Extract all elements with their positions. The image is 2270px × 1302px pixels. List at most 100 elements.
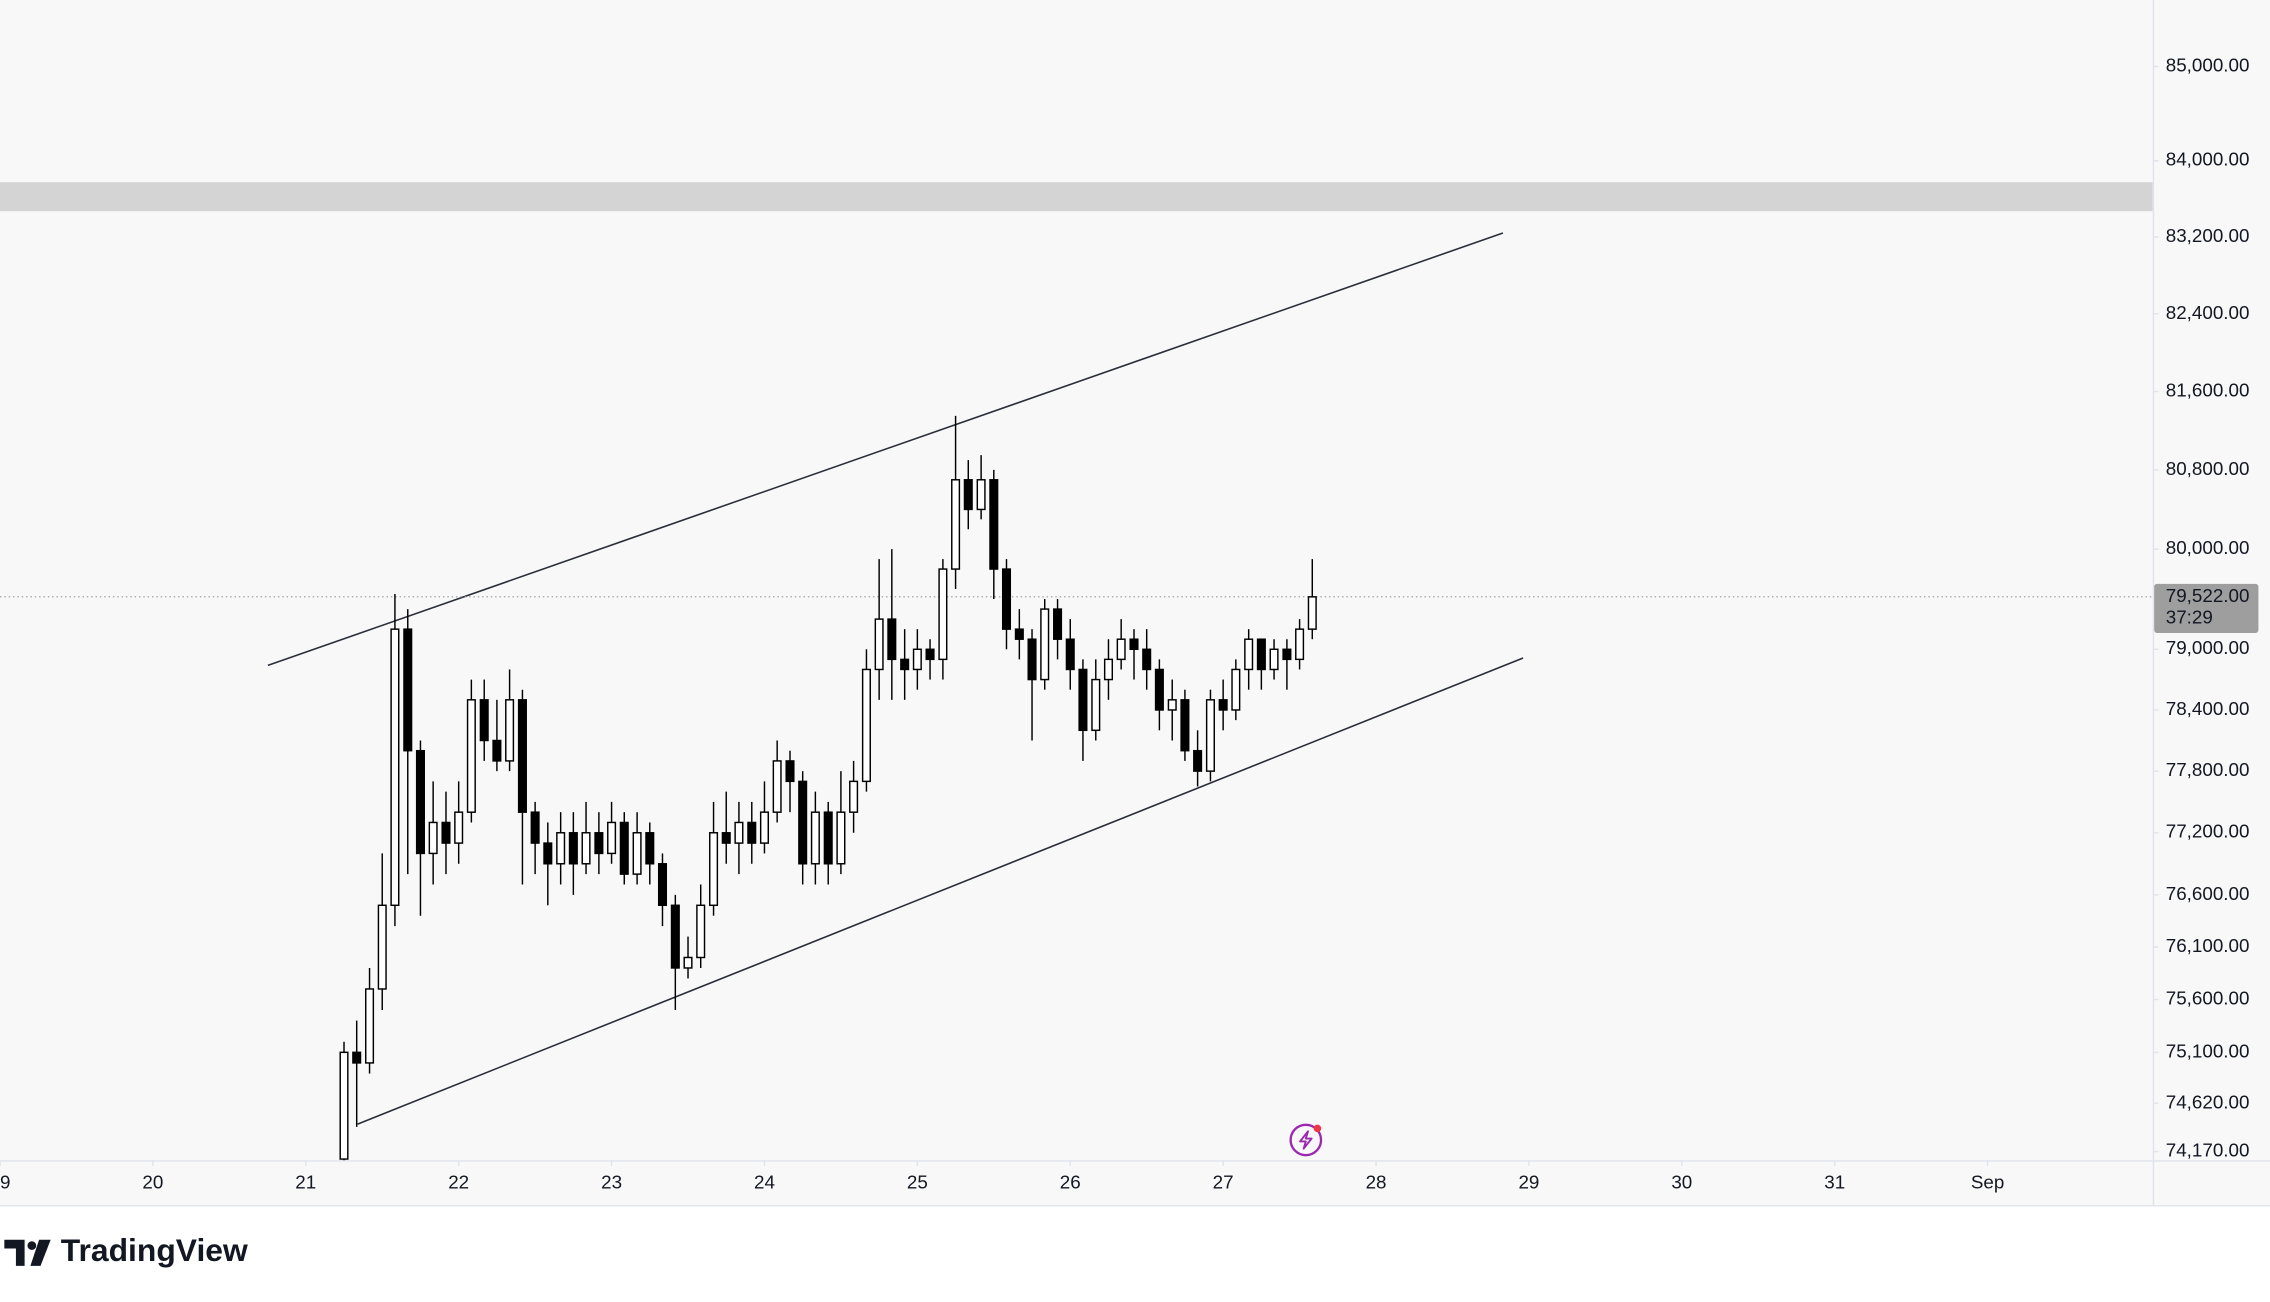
- candle-body: [772, 760, 782, 813]
- y-tick-label: 75,100.00: [2166, 1040, 2250, 1061]
- candle-body: [479, 699, 489, 742]
- candle-body: [530, 811, 540, 844]
- candle-body: [670, 904, 680, 969]
- price-zone: [0, 182, 2153, 212]
- candle-body: [1001, 568, 1012, 630]
- candle-body: [466, 699, 476, 813]
- y-tick-label: 80,800.00: [2166, 458, 2250, 479]
- candle-body: [1256, 638, 1266, 671]
- candle-body: [721, 832, 731, 844]
- candle-body: [1193, 749, 1203, 772]
- y-tick-label: 85,000.00: [2166, 54, 2250, 75]
- candle-body: [657, 863, 668, 907]
- x-tick-label: 21: [295, 1171, 316, 1192]
- y-tick-label: 76,600.00: [2166, 883, 2250, 904]
- candle-body: [377, 904, 387, 990]
- plot-area: [0, 182, 2153, 1161]
- candle-body: [1116, 638, 1126, 661]
- alert-icon[interactable]: [1289, 1123, 1323, 1157]
- y-tick-label: 78,400.00: [2166, 698, 2250, 719]
- candle-body: [887, 618, 897, 661]
- candle-body: [1180, 699, 1190, 752]
- y-tick-label: 80,000.00: [2166, 537, 2250, 558]
- x-tick-label: 30: [1671, 1171, 1692, 1192]
- candle-body: [747, 821, 757, 844]
- y-tick-label: 74,170.00: [2166, 1140, 2250, 1161]
- candle-body: [607, 821, 617, 855]
- candle-body: [823, 811, 833, 865]
- candle-body: [505, 699, 515, 762]
- candle-body: [1103, 658, 1114, 681]
- x-tick-label: 22: [448, 1171, 469, 1192]
- candle-body: [415, 749, 425, 855]
- candle-body: [543, 842, 553, 865]
- candle-body: [632, 832, 642, 875]
- trend-line: [357, 657, 1524, 1125]
- candle-body: [1231, 668, 1241, 711]
- x-tick-label: 31: [1824, 1171, 1845, 1192]
- candle-body: [849, 780, 859, 813]
- last-price-box: [2154, 583, 2259, 634]
- candle-body: [1295, 628, 1305, 661]
- x-tick-label: 26: [1060, 1171, 1081, 1192]
- countdown-label: 37:29: [2166, 607, 2213, 628]
- y-tick-label: 77,200.00: [2166, 821, 2250, 842]
- candle-body: [759, 811, 769, 844]
- candle-body: [568, 832, 578, 865]
- candle-body: [976, 479, 986, 511]
- candle-body: [798, 780, 808, 865]
- candle-body: [1142, 648, 1152, 671]
- trend-line: [267, 232, 1504, 667]
- candle-body: [517, 699, 527, 813]
- candle-body: [556, 832, 566, 865]
- candle-body: [428, 821, 438, 855]
- candle-body: [1269, 648, 1279, 671]
- candle-body: [836, 811, 846, 865]
- candle-body: [989, 479, 999, 570]
- candle-body: [1154, 668, 1164, 711]
- x-tick-label: 20: [142, 1171, 163, 1192]
- x-tick-label: 27: [1213, 1171, 1234, 1192]
- candle-body: [1205, 699, 1215, 772]
- x-tick-label: 28: [1366, 1171, 1387, 1192]
- candle-body: [1282, 648, 1292, 661]
- candle-body: [874, 618, 884, 671]
- candle-body: [1040, 608, 1050, 681]
- candle-body: [810, 811, 820, 865]
- candle-body: [1091, 678, 1101, 732]
- last-price-label: 79,522.00: [2166, 585, 2250, 606]
- candle-body: [1244, 638, 1254, 671]
- y-tick-label: 84,000.00: [2166, 149, 2250, 170]
- candle-body: [925, 648, 935, 661]
- candle-body: [1078, 668, 1088, 732]
- x-tick-label: 25: [907, 1171, 928, 1192]
- candle-body: [594, 832, 604, 855]
- y-tick-label: 83,200.00: [2166, 225, 2250, 246]
- candle-body: [1065, 638, 1075, 671]
- candle-body: [492, 739, 502, 762]
- candle-body: [734, 821, 744, 844]
- x-tick-label: 23: [601, 1171, 622, 1192]
- y-tick-label: 75,600.00: [2166, 987, 2250, 1008]
- candle-body: [696, 904, 706, 959]
- candle-body: [1167, 699, 1177, 711]
- candle-body: [1027, 638, 1037, 681]
- brand-logo[interactable]: TradingView: [4, 1232, 248, 1268]
- candle-body: [785, 760, 795, 783]
- footer-background: [0, 1205, 2270, 1302]
- candle-body: [951, 479, 961, 570]
- candle-body: [365, 988, 375, 1064]
- axes: 85,000.00 84,000.00 83,200.00 82,400.00 81,6…: [0, 54, 2259, 1192]
- candle-body: [390, 628, 400, 907]
- candle-body: [1053, 608, 1063, 640]
- y-tick-label: 81,600.00: [2166, 379, 2250, 400]
- candle-body: [1307, 596, 1317, 630]
- y-tick-label: 74,620.00: [2166, 1091, 2250, 1112]
- y-tick-label: 82,400.00: [2166, 302, 2250, 323]
- candle-body: [645, 832, 655, 865]
- y-tick-label: 79,000.00: [2166, 637, 2250, 658]
- candle-body: [339, 1051, 349, 1160]
- candle-body: [454, 811, 464, 844]
- brand-name[interactable]: TradingView: [61, 1232, 248, 1268]
